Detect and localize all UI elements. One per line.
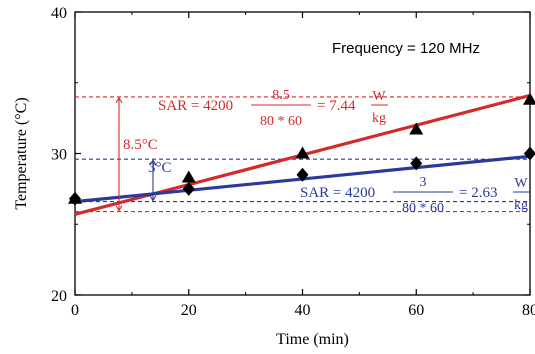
x-tick-label-1: 20 <box>181 302 197 319</box>
sar-formula-lhs-1: SAR = 4200 <box>300 185 375 201</box>
diamond-marker-1-2 <box>296 167 309 182</box>
sar-numerator-1: 3 <box>420 175 427 190</box>
x-tick-label-4: 80 <box>522 302 535 319</box>
x-axis-label: Time (min) <box>276 331 349 348</box>
y-tick-label-2: 40 <box>51 5 67 22</box>
y-tick-label-1: 30 <box>51 147 67 164</box>
sar-formula-0: SAR = 4200 8.5 80 * 60 = 7.44 Wkg <box>158 88 388 129</box>
annotations-layer: Frequency = 120 MHz 8.5°C 3°C SAR = 4200 8.5… <box>115 40 530 216</box>
triangle-marker-0-2 <box>295 146 310 159</box>
sar-unit-num-0: W <box>372 89 386 104</box>
delta-arrowhead-top-0 <box>115 96 123 104</box>
delta-arrowhead-bottom-1 <box>149 195 157 202</box>
diamond-marker-1-3 <box>410 156 423 171</box>
sar-unit-den-1: kg <box>514 198 528 213</box>
y-tick-label-0: 20 <box>51 288 67 305</box>
sar-unit-num-1: W <box>514 176 528 191</box>
y-axis-label: Temperature (°C) <box>13 97 30 209</box>
delta-label-1: 3°C <box>148 160 172 176</box>
diamond-marker-1-1 <box>182 181 195 196</box>
triangle-marker-0-4 <box>523 92 535 105</box>
triangle-marker-0-3 <box>409 122 424 135</box>
sar-formula-1: SAR = 4200 3 80 * 60 = 2.63 Wkg <box>300 175 530 216</box>
delta-arrowhead-bottom-0 <box>115 205 123 212</box>
frequency-annotation: Frequency = 120 MHz <box>332 40 480 57</box>
triangle-marker-0-1 <box>181 170 196 183</box>
delta-label-0: 8.5°C <box>123 137 158 153</box>
x-tick-label-2: 40 <box>295 302 311 319</box>
x-tick-label-0: 0 <box>71 302 79 319</box>
diamond-marker-1-4 <box>524 146 535 161</box>
series-layer <box>68 92 535 216</box>
sar-denominator-1: 80 * 60 <box>402 201 444 216</box>
sar-numerator-0: 8.5 <box>272 88 290 103</box>
sar-result-1: = 2.63 <box>459 185 497 201</box>
sar-denominator-0: 80 * 60 <box>260 114 302 129</box>
sar-result-0: = 7.44 <box>317 98 356 114</box>
sar-formula-lhs-0: SAR = 4200 <box>158 98 233 114</box>
diamond-marker-1-0 <box>69 191 81 206</box>
x-tick-label-3: 60 <box>408 302 424 319</box>
sar-unit-den-0: kg <box>372 111 386 126</box>
delta-arrowhead-top-1 <box>149 159 157 166</box>
